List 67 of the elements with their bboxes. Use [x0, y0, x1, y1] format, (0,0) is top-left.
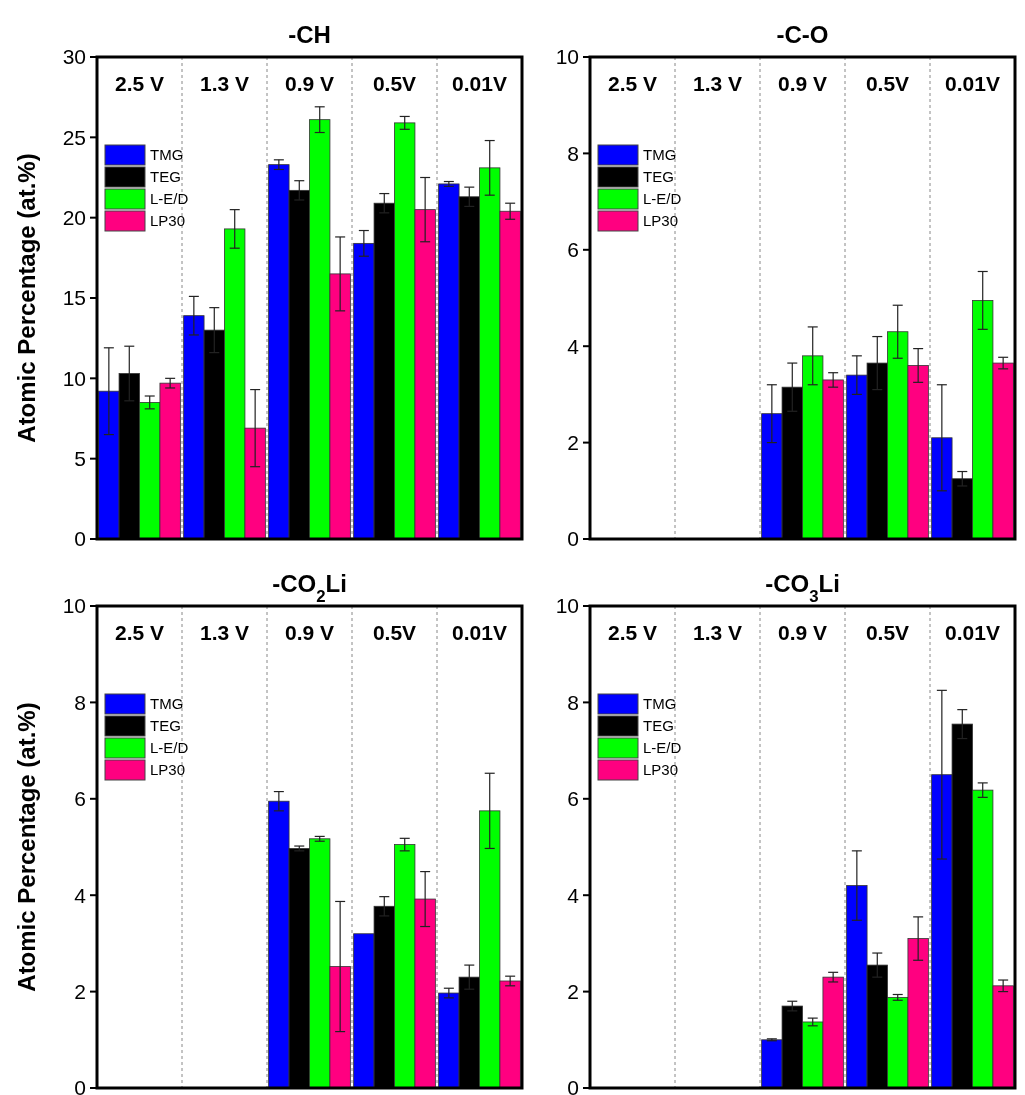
x-tick-label: 0.5V	[865, 621, 910, 644]
y-tick-label: 10	[62, 366, 86, 390]
y-tick-label: 4	[567, 334, 580, 358]
legend-label: LP30	[643, 761, 679, 779]
legend-label: TEG	[643, 717, 674, 735]
x-tick-label: 2.5 V	[114, 72, 165, 95]
x-tick-label: 0.5V	[372, 621, 417, 644]
x-tick-label: 0.9 V	[284, 621, 335, 644]
chart-title: -CO$_{2}$Li	[272, 570, 347, 606]
legend-label: LP30	[643, 212, 679, 230]
legend-label: L-E/D	[643, 739, 682, 757]
x-tick-label: 0.01V	[945, 621, 1000, 644]
x-tick-label: 2.5 V	[607, 621, 658, 644]
legend-label: TEG	[150, 168, 181, 186]
y-axis-title: Atomic Percentage (at.%)	[13, 153, 40, 443]
legend-label: L-E/D	[643, 190, 682, 208]
legend-label: L-E/D	[150, 190, 189, 208]
y-axis-title: Atomic Percentage (at.%)	[13, 702, 40, 992]
x-tick-label: 0.01V	[452, 621, 507, 644]
x-tick-label: 0.01V	[945, 72, 1000, 95]
legend-label: TMG	[150, 695, 184, 713]
y-tick-label: 8	[567, 690, 579, 714]
chart-title: -C-O	[776, 21, 829, 48]
y-tick-label: 0	[74, 527, 86, 551]
y-tick-label: 10	[62, 594, 86, 618]
y-tick-label: 6	[74, 787, 86, 811]
x-tick-label: 1.3 V	[199, 72, 250, 95]
y-tick-label: 30	[62, 45, 86, 69]
y-tick-label: 5	[74, 447, 86, 471]
legend-label: L-E/D	[150, 739, 189, 757]
y-tick-label: 8	[567, 141, 579, 165]
chart-title: -CH	[288, 21, 331, 48]
legend-label: TEG	[643, 168, 674, 186]
y-tick-label: 2	[567, 430, 579, 454]
x-tick-label: 0.5V	[865, 72, 910, 95]
y-tick-label: 6	[567, 238, 579, 262]
y-tick-label: 10	[555, 594, 579, 618]
y-tick-label: 10	[555, 45, 579, 69]
y-tick-label: 2	[567, 979, 579, 1003]
y-tick-label: 25	[62, 125, 86, 149]
legend-label: TMG	[643, 146, 677, 164]
y-tick-label: 0	[567, 527, 579, 551]
y-tick-label: 15	[62, 286, 86, 310]
y-tick-label: 0	[567, 1076, 579, 1095]
chart-title: -CO$_{3}$Li	[765, 570, 840, 606]
legend-label: TMG	[643, 695, 677, 713]
y-tick-label: 4	[567, 883, 580, 907]
y-tick-label: 8	[74, 690, 86, 714]
legend-label: LP30	[150, 761, 186, 779]
x-tick-label: 0.9 V	[777, 72, 828, 95]
legend-label: LP30	[150, 212, 186, 230]
y-tick-label: 20	[62, 206, 86, 230]
x-tick-label: 0.9 V	[284, 72, 335, 95]
x-tick-label: 0.01V	[452, 72, 507, 95]
legend-label: TMG	[150, 146, 184, 164]
x-tick-label: 1.3 V	[199, 621, 250, 644]
x-tick-label: 2.5 V	[607, 72, 658, 95]
x-tick-label: 2.5 V	[114, 621, 165, 644]
x-tick-label: 0.5V	[372, 72, 417, 95]
legend-label: TEG	[150, 717, 181, 735]
x-tick-label: 1.3 V	[692, 72, 743, 95]
y-tick-label: 0	[74, 1076, 86, 1095]
y-tick-label: 4	[74, 883, 87, 907]
x-tick-label: 0.9 V	[777, 621, 828, 644]
x-tick-label: 1.3 V	[692, 621, 743, 644]
y-tick-label: 2	[74, 979, 86, 1003]
y-tick-label: 6	[567, 787, 579, 811]
